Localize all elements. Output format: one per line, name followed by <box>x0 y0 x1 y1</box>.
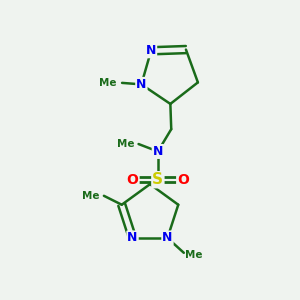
Text: N: N <box>127 231 138 244</box>
Text: Me: Me <box>185 250 203 260</box>
Text: N: N <box>136 78 147 91</box>
Text: O: O <box>127 173 139 187</box>
Text: Me: Me <box>82 191 99 201</box>
Text: Me: Me <box>117 139 134 149</box>
Text: O: O <box>177 173 189 187</box>
Text: S: S <box>152 172 164 187</box>
Text: N: N <box>162 231 173 244</box>
Text: N: N <box>153 145 163 158</box>
Text: Me: Me <box>99 78 116 88</box>
Text: N: N <box>146 44 156 57</box>
